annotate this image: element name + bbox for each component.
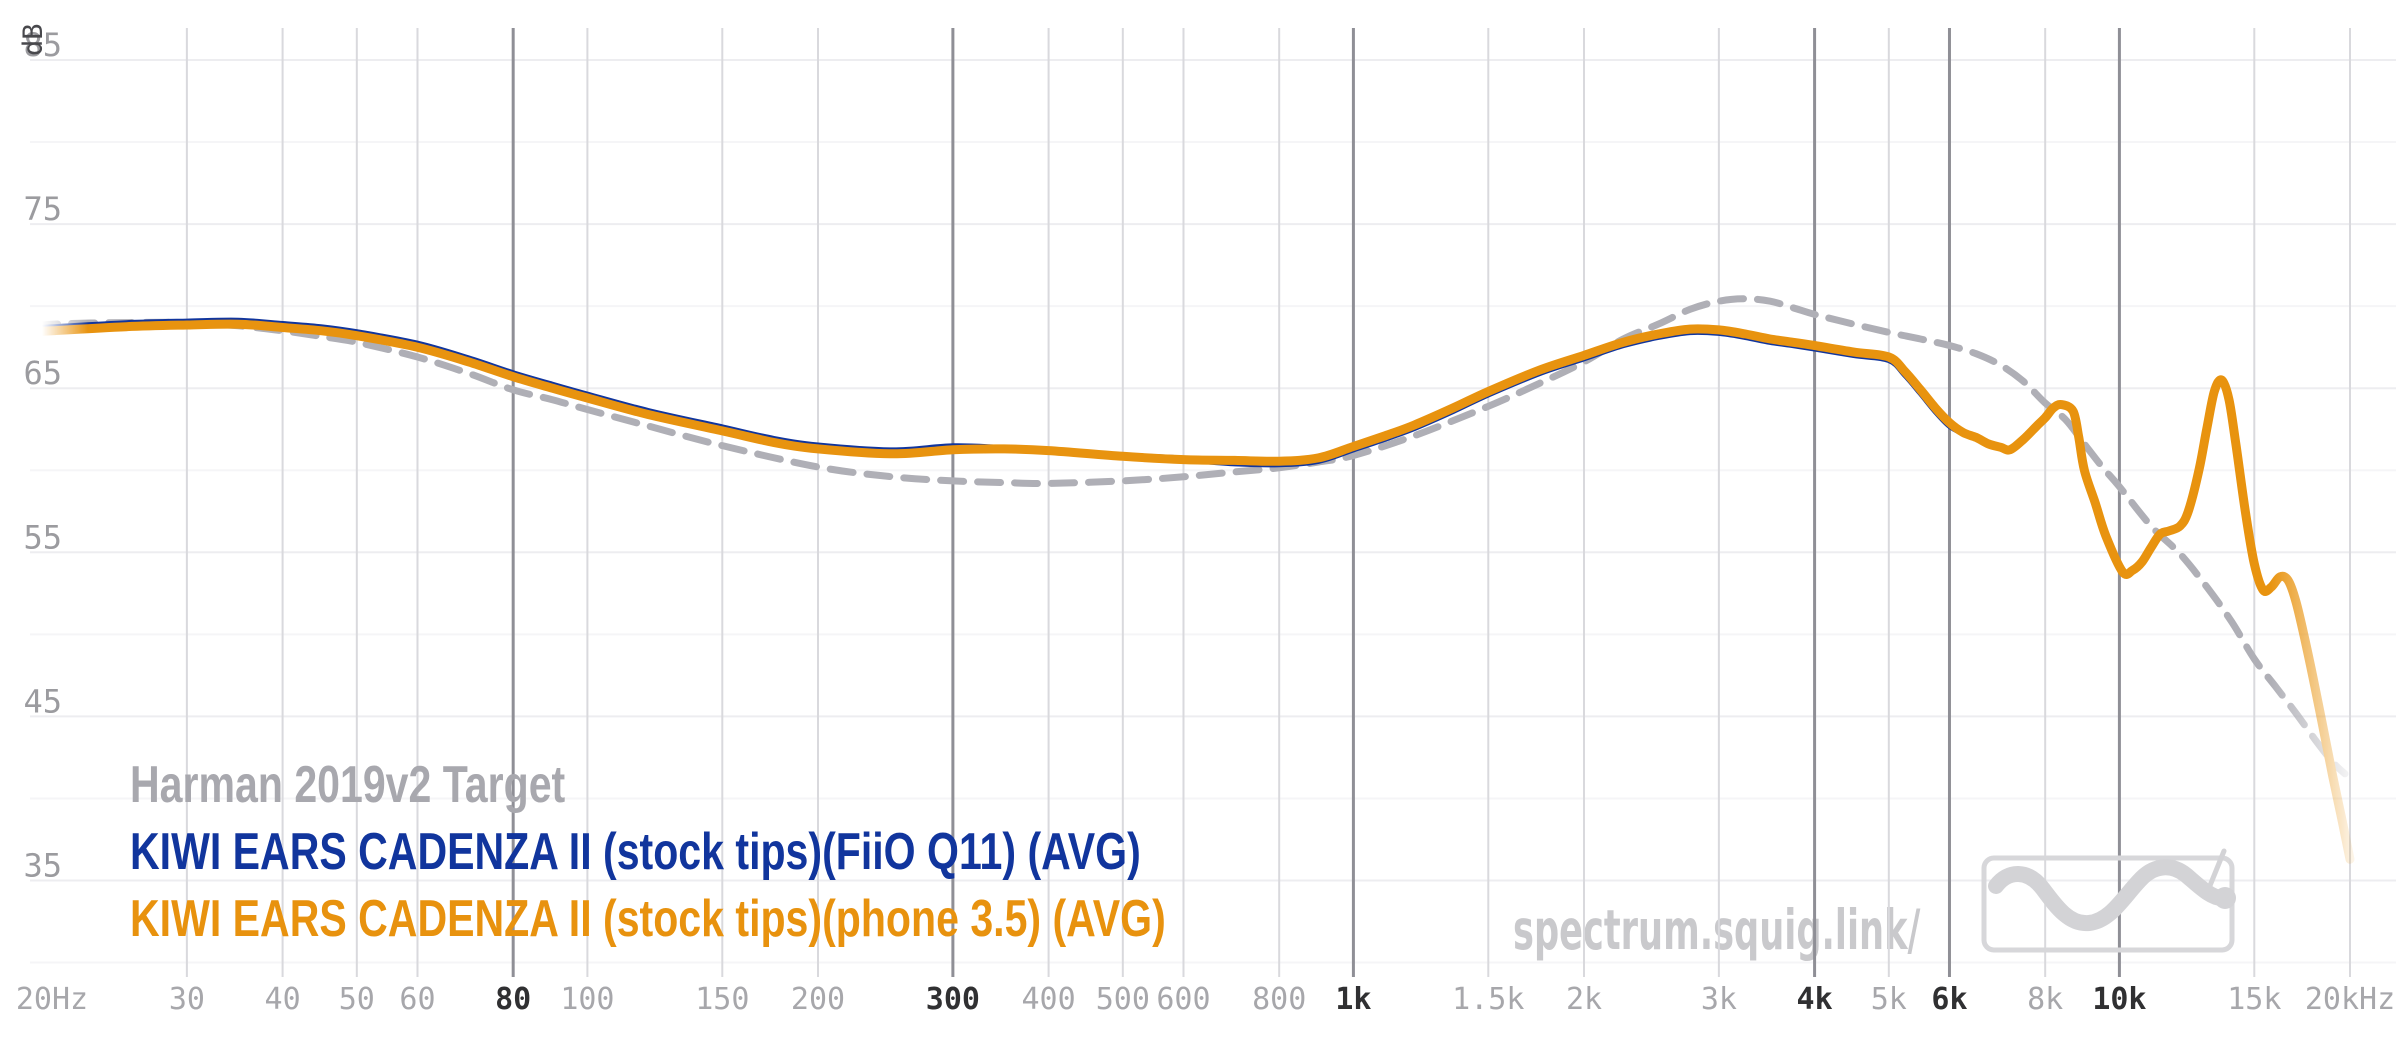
y-tick-label-65: 65 xyxy=(23,354,62,392)
x-tick-label-2k: 2k xyxy=(1566,982,1602,1017)
x-tick-label-1.5k: 1.5k xyxy=(1452,982,1524,1017)
x-tick-label-10k: 10k xyxy=(2092,982,2146,1017)
x-tick-label-6k: 6k xyxy=(1931,982,1967,1017)
watermark-url: spectrum.squig.link/ xyxy=(1513,898,1920,962)
x-tick-label-300: 300 xyxy=(926,982,980,1017)
x-tick-label-50: 50 xyxy=(339,982,375,1017)
y-tick-label-45: 45 xyxy=(23,682,62,720)
x-tick-label-8k: 8k xyxy=(2027,982,2063,1017)
x-tick-label-60: 60 xyxy=(399,982,435,1017)
x-tick-label-150: 150 xyxy=(695,982,749,1017)
y-tick-label-85: 85 xyxy=(23,26,62,64)
curve-series xyxy=(0,295,2355,864)
x-tick-label-80: 80 xyxy=(495,982,531,1017)
x-tick-label-200: 200 xyxy=(791,982,845,1017)
x-tick-label-4k: 4k xyxy=(1797,982,1833,1017)
horizontal-minor-gridlines xyxy=(30,141,2396,964)
x-tick-label-20Hz: 20Hz xyxy=(16,982,88,1017)
x-tick-label-3k: 3k xyxy=(1701,982,1737,1017)
x-tick-label-30: 30 xyxy=(169,982,205,1017)
y-tick-label-35: 35 xyxy=(23,847,62,885)
legend: Harman 2019v2 Target KIWI EARS CADENZA II… xyxy=(130,755,1166,947)
legend-item-0-label[interactable]: Harman 2019v2 Target xyxy=(130,755,566,813)
x-tick-label-800: 800 xyxy=(1252,982,1306,1017)
x-tick-label-20kHz: 20kHz xyxy=(2305,982,2395,1017)
x-axis-tick-labels: 20Hz 30 40 50 60 80 100 150 200 300 400 500 600 800 1k… xyxy=(16,982,2395,1017)
x-tick-label-100: 100 xyxy=(560,982,614,1017)
x-tick-label-40: 40 xyxy=(265,982,301,1017)
curve-0-target xyxy=(0,295,2349,778)
curve-2-measurement xyxy=(0,319,2355,864)
y-tick-label-55: 55 xyxy=(23,518,62,556)
x-tick-label-5k: 5k xyxy=(1871,982,1907,1017)
legend-item-1-label[interactable]: KIWI EARS CADENZA II (stock tips)(FiiO Q… xyxy=(130,822,1141,880)
vertical-gridlines xyxy=(185,28,2351,977)
y-axis-tick-labels: 85 75 65 55 45 35 xyxy=(23,26,62,885)
y-axis-unit-label: dB xyxy=(18,23,49,56)
legend-item-2-label[interactable]: KIWI EARS CADENZA II (stock tips)(phone … xyxy=(130,889,1166,947)
x-tick-label-500: 500 xyxy=(1096,982,1150,1017)
y-tick-label-75: 75 xyxy=(23,190,62,228)
x-tick-label-400: 400 xyxy=(1021,982,1075,1017)
squiglink-logo-icon xyxy=(1981,848,2236,953)
x-tick-label-15k: 15k xyxy=(2227,982,2281,1017)
x-tick-label-600: 600 xyxy=(1156,982,1210,1017)
x-tick-label-1k: 1k xyxy=(1335,982,1371,1017)
